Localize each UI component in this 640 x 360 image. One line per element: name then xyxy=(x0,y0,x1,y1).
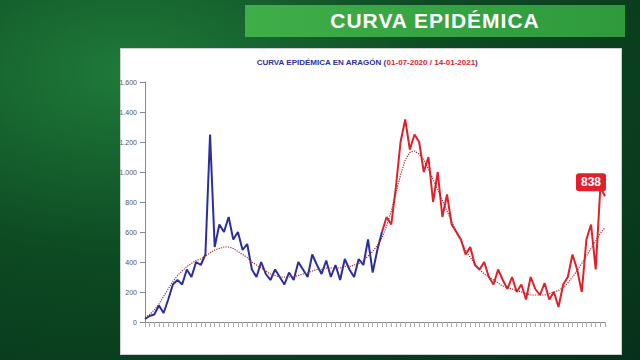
svg-text:1.000: 1.000 xyxy=(119,169,137,176)
svg-text:838: 838 xyxy=(581,175,601,189)
svg-text:800: 800 xyxy=(125,199,137,206)
svg-text:200: 200 xyxy=(125,289,137,296)
svg-text:600: 600 xyxy=(125,229,137,236)
svg-text:400: 400 xyxy=(125,259,137,266)
svg-text:): ) xyxy=(475,58,478,67)
svg-text:1.200: 1.200 xyxy=(119,139,137,146)
svg-text:0: 0 xyxy=(133,319,137,326)
svg-text:1.400: 1.400 xyxy=(119,109,137,116)
svg-text:1.600: 1.600 xyxy=(119,79,137,86)
html-text:CURVA EPIDÉMICA: CURVA EPIDÉMICA xyxy=(330,9,540,32)
svg-text:CURVA EPIDÉMICA EN ARAGÓN (: CURVA EPIDÉMICA EN ARAGÓN ( xyxy=(257,58,387,67)
svg-text:01-07-2020 / 14-01-2021: 01-07-2020 / 14-01-2021 xyxy=(387,58,476,67)
